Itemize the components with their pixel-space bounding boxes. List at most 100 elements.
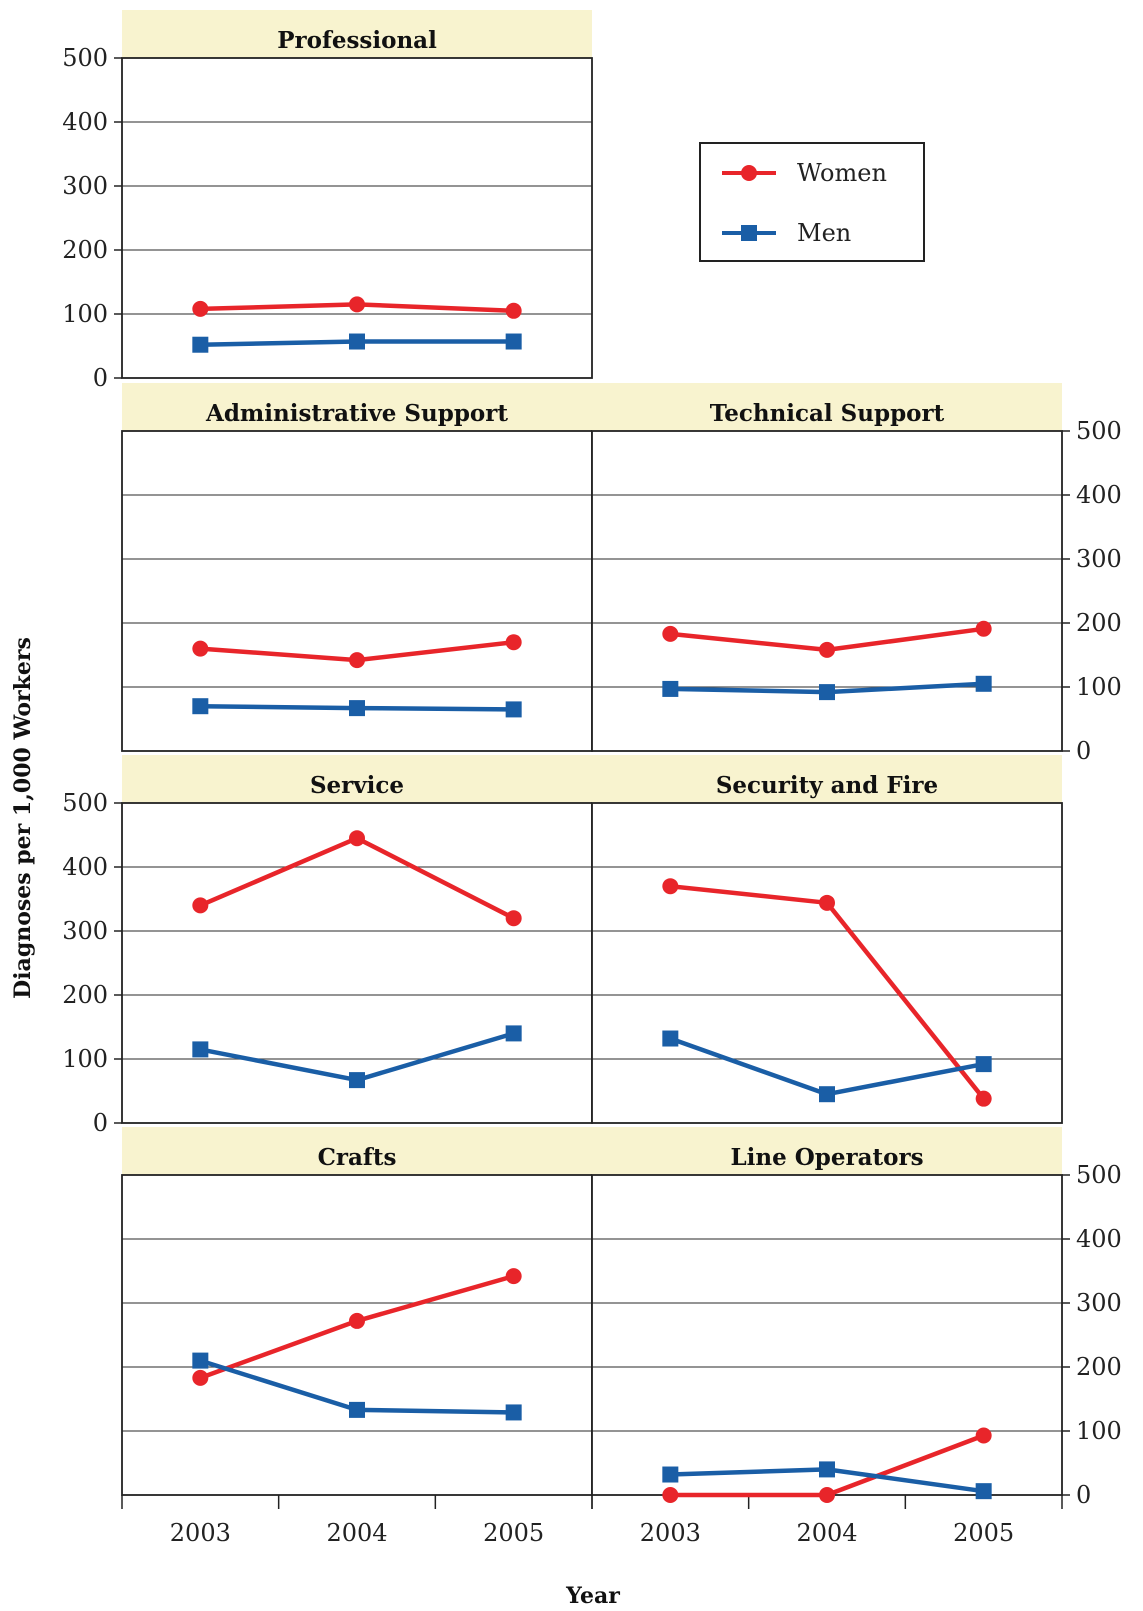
data-point-technical-support-men-2005 (975, 675, 992, 692)
panel-title-band-service (122, 755, 592, 803)
data-point-crafts-women-2005 (505, 1268, 522, 1285)
panel-title-band-professional (122, 10, 592, 58)
data-point-security-and-fire-women-2004 (819, 894, 835, 911)
data-point-crafts-women-2004 (349, 1312, 365, 1329)
panel-title-line-operators: Line Operators (730, 1144, 923, 1171)
data-point-technical-support-women-2005 (975, 620, 992, 637)
panel-frame-technical-support (591, 430, 1063, 752)
y-tick-label-service-400: 400 (62, 853, 108, 881)
data-point-administrative-support-men-2003 (192, 698, 209, 715)
legend-women-label: Women (797, 159, 887, 187)
y-tick-label-line-operators-0: 0 (1076, 1481, 1091, 1509)
data-point-technical-support-women-2003 (662, 625, 679, 642)
data-point-administrative-support-women-2003 (192, 640, 209, 657)
panel-plot-area-professional (122, 58, 592, 378)
panel-plot-area-administrative-support (122, 431, 592, 751)
x-tick-label-line-operators-2005: 2005 (953, 1519, 1014, 1547)
panel-plot-area-crafts (122, 1175, 592, 1495)
data-point-service-men-2005 (505, 1025, 522, 1042)
data-point-line-operators-men-2005 (975, 1483, 992, 1500)
y-tick-label-professional-300: 300 (62, 172, 108, 200)
y-tick-label-technical-support-100: 100 (1076, 673, 1122, 701)
data-point-administrative-support-women-2005 (505, 634, 522, 651)
y-tick-label-technical-support-400: 400 (1076, 481, 1122, 509)
data-point-technical-support-men-2004 (819, 684, 835, 701)
data-point-security-and-fire-men-2005 (975, 1056, 992, 1073)
x-tick-label-line-operators-2004: 2004 (796, 1519, 857, 1547)
legend-box (699, 142, 925, 262)
panels: Professional0100200300400500Administrati… (62, 10, 1122, 1547)
y-tick-label-service-200: 200 (62, 981, 108, 1009)
data-point-crafts-men-2005 (505, 1404, 522, 1421)
data-point-service-men-2004 (349, 1072, 365, 1089)
y-tick-label-line-operators-400: 400 (1076, 1225, 1122, 1253)
legend: Women Men (699, 142, 925, 262)
y-tick-label-technical-support-300: 300 (1076, 545, 1122, 573)
y-tick-label-professional-400: 400 (62, 108, 108, 136)
panel-title-technical-support: Technical Support (710, 400, 945, 427)
panel-title-administrative-support: Administrative Support (205, 400, 508, 427)
panel-title-band-technical-support (592, 383, 1062, 431)
y-tick-label-professional-200: 200 (62, 236, 108, 264)
data-point-administrative-support-men-2004 (349, 700, 365, 717)
y-axis-title: Diagnoses per 1,000 Workers (10, 637, 36, 999)
data-point-professional-women-2005 (505, 302, 522, 319)
panel-title-professional: Professional (277, 27, 437, 54)
y-tick-label-service-0: 0 (93, 1109, 108, 1137)
panel-plot-area-line-operators (592, 1175, 1062, 1495)
panel-title-security-and-fire: Security and Fire (716, 772, 938, 799)
y-tick-label-technical-support-500: 500 (1076, 417, 1122, 445)
y-tick-label-technical-support-0: 0 (1076, 737, 1091, 765)
panel-crafts: Crafts 2003 2004 2005 (121, 1127, 593, 1547)
data-point-line-operators-men-2004 (819, 1461, 835, 1478)
panel-frame-professional (121, 57, 593, 379)
x-tick-label-crafts-2004: 2004 (326, 1519, 387, 1547)
data-point-line-operators-women-2003 (662, 1487, 679, 1503)
legend-men-label: Men (797, 219, 851, 247)
y-tick-label-service-300: 300 (62, 917, 108, 945)
data-point-security-and-fire-men-2004 (819, 1086, 835, 1103)
data-point-professional-men-2004 (349, 333, 365, 350)
panel-title-band-security-and-fire (592, 755, 1062, 803)
data-point-technical-support-men-2003 (662, 680, 679, 697)
legend-women-marker (741, 165, 757, 181)
x-tick-label-crafts-2003: 2003 (170, 1519, 231, 1547)
data-point-professional-women-2003 (192, 300, 209, 317)
y-tick-label-line-operators-300: 300 (1076, 1289, 1122, 1317)
panel-title-band-crafts (122, 1127, 592, 1175)
data-point-service-women-2004 (349, 830, 365, 847)
panel-title-band-line-operators (592, 1127, 1062, 1175)
data-point-security-and-fire-women-2003 (662, 878, 679, 895)
data-point-service-women-2003 (192, 897, 209, 914)
y-tick-label-technical-support-200: 200 (1076, 609, 1122, 637)
x-tick-label-line-operators-2003: 2003 (640, 1519, 701, 1547)
panel-title-crafts: Crafts (318, 1144, 397, 1171)
data-point-technical-support-women-2004 (819, 641, 835, 658)
panel-plot-area-security-and-fire (592, 803, 1062, 1123)
x-axis-title: Year (565, 1583, 620, 1609)
panel-security-and-fire: Security and Fire (591, 755, 1063, 1124)
data-point-crafts-men-2004 (349, 1401, 365, 1418)
panel-title-band-administrative-support (122, 383, 592, 431)
panel-line-operators: Line Operators 0 100 200 300 400 500 2003 2004 20… (591, 1127, 1122, 1547)
panel-title-service: Service (310, 772, 404, 799)
data-point-professional-men-2005 (505, 333, 522, 350)
legend-men-marker (741, 225, 757, 241)
data-point-security-and-fire-women-2005 (975, 1090, 992, 1107)
y-tick-label-professional-0: 0 (93, 364, 108, 392)
panel-plot-area-service (122, 803, 592, 1123)
data-point-crafts-men-2003 (192, 1352, 209, 1369)
panel-service: Service 0 100 200 300 400 500 (62, 755, 593, 1137)
data-point-line-operators-women-2004 (819, 1487, 835, 1503)
data-point-administrative-support-women-2004 (349, 652, 365, 669)
panel-plot-area-technical-support (592, 431, 1062, 751)
data-point-service-women-2005 (505, 910, 522, 927)
data-point-professional-men-2003 (192, 336, 209, 353)
data-point-line-operators-women-2005 (975, 1427, 992, 1444)
data-point-administrative-support-men-2005 (505, 701, 522, 718)
y-tick-label-service-100: 100 (62, 1045, 108, 1073)
y-tick-label-line-operators-500: 500 (1076, 1161, 1122, 1189)
panel-frame-security-and-fire (591, 802, 1063, 1124)
y-tick-label-service-500: 500 (62, 789, 108, 817)
